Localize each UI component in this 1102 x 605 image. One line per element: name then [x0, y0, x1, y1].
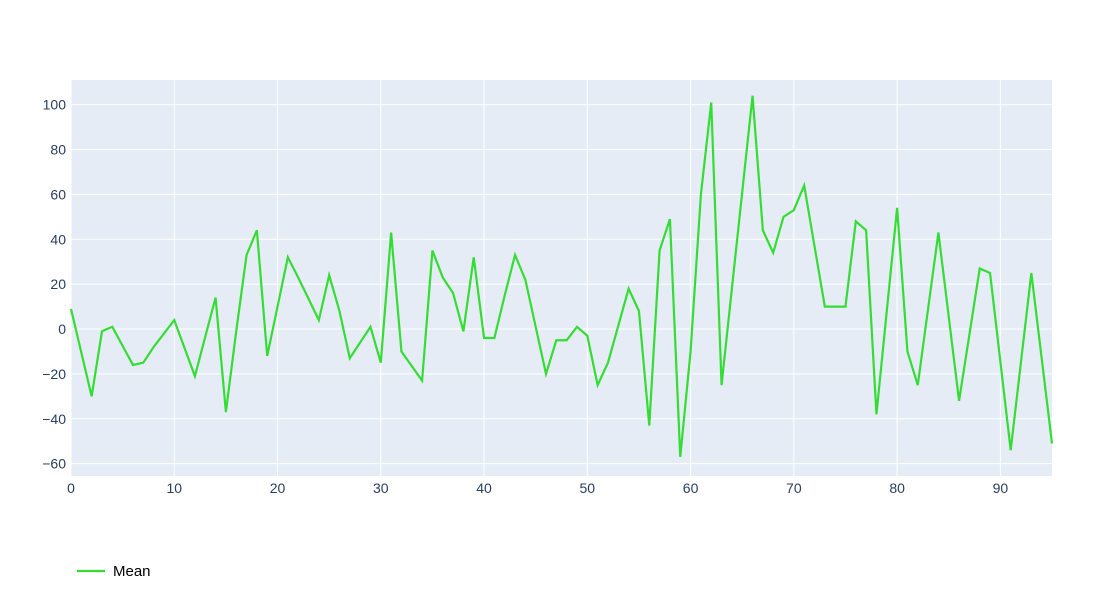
- svg-text:10: 10: [166, 480, 182, 496]
- svg-text:30: 30: [373, 480, 389, 496]
- svg-text:40: 40: [476, 480, 492, 496]
- svg-text:100: 100: [43, 97, 67, 113]
- svg-text:80: 80: [50, 142, 66, 158]
- svg-text:20: 20: [270, 480, 286, 496]
- svg-text:−60: −60: [42, 456, 66, 472]
- svg-text:60: 60: [683, 480, 699, 496]
- svg-text:−40: −40: [42, 411, 66, 427]
- svg-text:90: 90: [993, 480, 1009, 496]
- svg-text:20: 20: [50, 276, 66, 292]
- svg-text:0: 0: [58, 321, 66, 337]
- svg-text:−20: −20: [42, 366, 66, 382]
- svg-text:40: 40: [50, 231, 66, 247]
- svg-text:60: 60: [50, 186, 66, 202]
- svg-text:70: 70: [786, 480, 802, 496]
- svg-text:50: 50: [580, 480, 596, 496]
- svg-text:0: 0: [67, 480, 75, 496]
- svg-text:80: 80: [889, 480, 905, 496]
- svg-text:Mean: Mean: [113, 563, 151, 580]
